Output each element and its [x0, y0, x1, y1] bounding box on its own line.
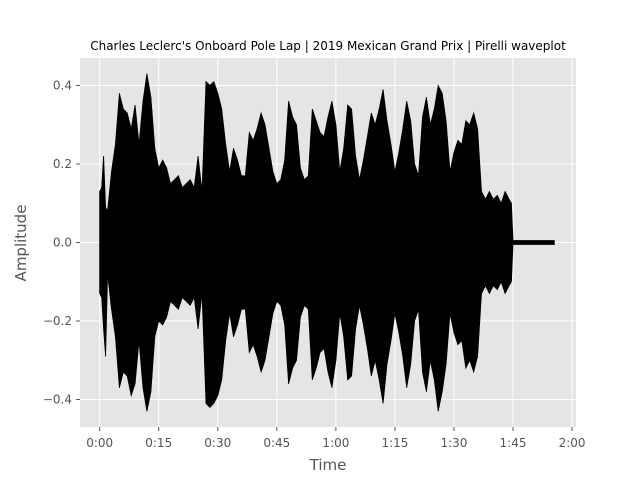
y-axis-ticks: 0.4 0.2 0.0 −0.2 −0.4	[43, 78, 80, 407]
chart-title: Charles Leclerc's Onboard Pole Lap | 201…	[90, 39, 566, 53]
x-tick-label: 0:45	[263, 436, 290, 450]
y-tick-label: 0.4	[53, 78, 72, 92]
y-tick-label: 0.2	[53, 157, 72, 171]
y-tick-label: −0.2	[43, 314, 72, 328]
x-tick-label: 1:30	[440, 436, 467, 450]
x-axis-ticks: 0:00 0:15 0:30 0:45 1:00 1:15 1:30 1:45 2:00	[86, 427, 586, 450]
y-tick-label: 0.0	[53, 236, 72, 250]
x-tick-label: 0:00	[86, 436, 113, 450]
x-tick-label: 0:30	[204, 436, 231, 450]
x-tick-label: 0:15	[145, 436, 172, 450]
x-axis-label: Time	[309, 456, 347, 474]
x-tick-label: 1:15	[381, 436, 408, 450]
x-tick-label: 1:45	[500, 436, 527, 450]
y-tick-label: −0.4	[43, 393, 72, 407]
x-tick-label: 2:00	[559, 436, 586, 450]
waveform-series	[99, 73, 555, 412]
y-axis-label: Amplitude	[12, 205, 30, 282]
x-tick-label: 1:00	[322, 436, 349, 450]
